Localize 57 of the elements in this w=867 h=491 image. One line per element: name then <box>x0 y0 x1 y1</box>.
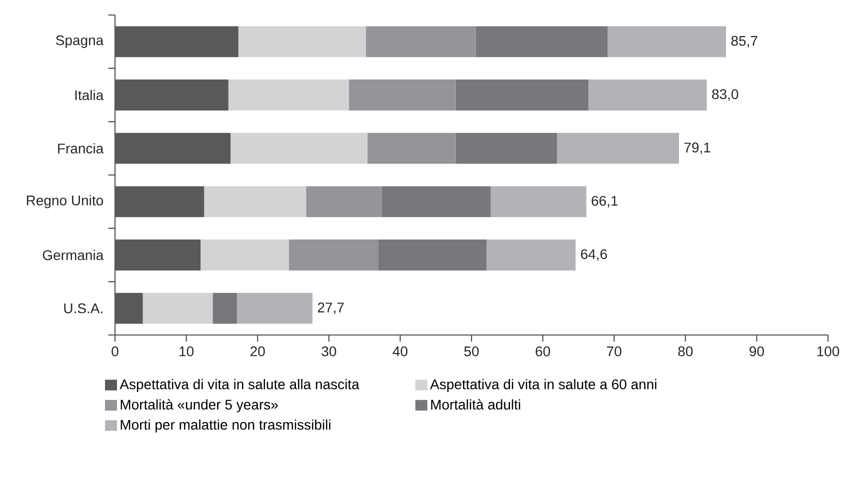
x-tick-label: 50 <box>464 346 479 356</box>
bar <box>588 80 707 110</box>
total-label: 83,0 <box>712 89 738 101</box>
x-tick-label: 100 <box>817 346 840 356</box>
bar <box>366 26 476 58</box>
bar <box>306 186 382 218</box>
bar <box>115 80 228 110</box>
bar <box>115 186 204 218</box>
bar <box>348 80 456 110</box>
x-tick-label: 70 <box>607 346 622 356</box>
x-tick-label: 30 <box>322 346 336 356</box>
x-tick-label: 60 <box>536 346 550 356</box>
bar <box>228 80 349 110</box>
bar <box>486 240 576 270</box>
total-label: 66,1 <box>592 196 618 208</box>
x-tick-label: 0 <box>112 346 118 356</box>
bar <box>115 292 143 324</box>
bar <box>115 26 238 58</box>
x-tick-label: 80 <box>678 346 693 356</box>
x-tick-label: 90 <box>750 346 764 356</box>
total-label: 85,7 <box>731 36 758 48</box>
bar <box>142 292 213 324</box>
bar <box>378 240 486 270</box>
bar <box>456 132 558 164</box>
total-label: 64,6 <box>581 249 607 261</box>
bar <box>115 240 201 270</box>
legend-label: Aspettativa di vita in salute a 60 anni <box>430 378 656 392</box>
y-tick-label: U.S.A. <box>64 303 102 314</box>
bar <box>608 26 726 58</box>
y-tick-label: Germania <box>42 250 104 260</box>
total-label: 27,7 <box>318 302 344 314</box>
bar <box>204 186 306 218</box>
bar <box>490 186 586 218</box>
bar <box>200 240 289 270</box>
x-tick-label: 10 <box>180 346 194 356</box>
bar <box>382 186 491 218</box>
x-tick-label: 40 <box>392 346 408 356</box>
bar <box>456 80 588 110</box>
bar <box>476 26 608 58</box>
y-tick-label: Spagna <box>56 35 104 48</box>
bar <box>115 132 231 164</box>
y-tick-label: Francia <box>58 143 104 154</box>
y-tick-label: Regno Unito <box>26 195 104 208</box>
bar <box>238 26 366 58</box>
y-tick-label: Italia <box>75 90 104 100</box>
total-label: 79,1 <box>684 142 710 154</box>
legend-label: Mortalità «under 5 years» <box>120 399 278 412</box>
bar <box>236 292 313 324</box>
bar <box>288 240 378 270</box>
x-tick-label: 20 <box>250 346 265 356</box>
bar <box>212 292 237 324</box>
legend-label: Morti per malattie non trasmissibili <box>120 419 330 432</box>
bar <box>367 132 456 164</box>
bar <box>557 132 679 164</box>
legend-label: Mortalità adulti <box>431 399 520 410</box>
legend-label: Aspettativa di vita in salute alla nascita <box>120 378 360 392</box>
bar <box>230 132 368 164</box>
